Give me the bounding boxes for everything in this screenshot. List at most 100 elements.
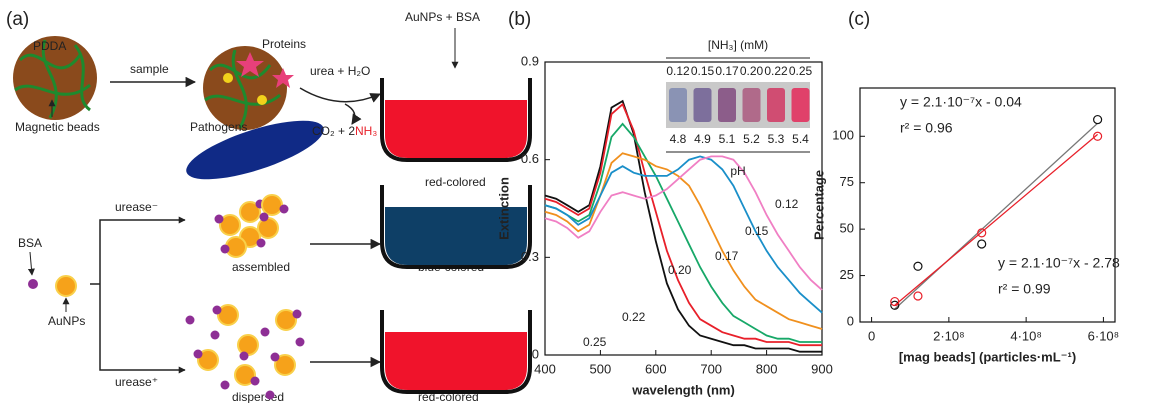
vial xyxy=(791,88,810,122)
concentration-label: 0.25 xyxy=(789,64,813,78)
spectrum-line xyxy=(544,99,822,353)
fit-equation: y = 2.1·10⁻⁷x - 2.78 xyxy=(998,255,1120,271)
x-tick-label: 6·10⁸ xyxy=(1088,328,1120,343)
y-axis-label: Extinction xyxy=(496,177,511,240)
label: BSA xyxy=(18,236,42,250)
bsa xyxy=(260,327,270,337)
gold-nanoparticle xyxy=(274,354,296,376)
x-tick-label: 500 xyxy=(590,361,612,376)
bsa xyxy=(220,244,230,254)
label: CO₂ + 2NH₃ xyxy=(312,124,377,138)
data-point xyxy=(890,296,900,307)
panel-label: (c) xyxy=(848,9,870,30)
bsa xyxy=(239,351,249,361)
arrow xyxy=(299,87,381,103)
fit-equation: r² = 0.99 xyxy=(998,281,1051,297)
beaker-liquid xyxy=(385,100,527,158)
fit-equation: y = 2.1·10⁻⁷x - 0.04 xyxy=(900,94,1022,110)
gold-nanoparticle xyxy=(237,334,259,356)
gold-nanoparticle xyxy=(217,304,239,326)
ph-label: 5.3 xyxy=(768,132,785,146)
gold-nanoparticle xyxy=(197,349,219,371)
label: CO₂ + 2 xyxy=(312,124,355,138)
protein xyxy=(236,52,264,77)
bsa xyxy=(270,352,280,362)
beaker-liquid xyxy=(385,332,527,390)
bsa xyxy=(210,330,220,340)
y-tick-label: 0.3 xyxy=(521,249,539,264)
label: urease⁻ xyxy=(115,200,158,214)
ph-label: 5.1 xyxy=(719,132,736,146)
vial xyxy=(718,88,736,122)
data-point xyxy=(1093,114,1103,125)
y-tick-label: 75 xyxy=(840,174,854,189)
label: AuNPs xyxy=(48,314,85,328)
label: dispersed xyxy=(232,390,284,403)
x-tick-label: 600 xyxy=(645,361,667,376)
series-label: 0.25 xyxy=(583,335,607,349)
label: urease⁺ xyxy=(115,375,158,389)
bsa xyxy=(292,309,302,319)
spectrum-line xyxy=(544,155,823,314)
label: Magnetic beads xyxy=(15,120,100,134)
bsa xyxy=(256,238,266,248)
concentration-label: 0.17 xyxy=(715,64,739,78)
y-tick-label: 0.9 xyxy=(521,53,539,68)
y-tick-label: 100 xyxy=(832,128,854,143)
pdda-strands xyxy=(14,39,92,119)
protein xyxy=(223,73,233,83)
vial xyxy=(767,88,785,122)
bsa xyxy=(265,390,275,400)
bsa xyxy=(28,279,38,289)
x-tick-label: 900 xyxy=(811,361,833,376)
y-tick-label: 0.6 xyxy=(521,151,539,166)
gold-nanoparticle xyxy=(234,364,256,386)
ph-label: 4.8 xyxy=(670,132,687,146)
vial xyxy=(742,88,761,122)
series-label: 0.15 xyxy=(745,224,769,238)
x-tick-label: 0 xyxy=(868,328,875,343)
x-tick-label: 2·10⁸ xyxy=(933,328,965,343)
plot-frame xyxy=(544,61,823,356)
label: assembled xyxy=(232,260,290,274)
y-tick-label: 0 xyxy=(847,313,854,328)
x-tick-label: 700 xyxy=(700,361,722,376)
gold-nanoparticle xyxy=(257,217,279,239)
bsa xyxy=(250,376,260,386)
label: AuNPs + BSA xyxy=(405,10,480,24)
label: PDDA xyxy=(33,39,66,53)
data-point xyxy=(977,228,987,238)
bsa xyxy=(279,204,289,214)
arrow xyxy=(344,103,362,125)
x-axis-label: [mag beads] (particles·mL⁻¹) xyxy=(899,349,1076,364)
data-point xyxy=(977,239,987,249)
arrow xyxy=(27,251,35,276)
concentration-label: 0.22 xyxy=(764,64,788,78)
gold-nanoparticle xyxy=(261,194,283,216)
concentration-label: 0.12 xyxy=(666,64,690,78)
spectrum-line xyxy=(544,155,823,291)
series-label: 0.17 xyxy=(715,249,739,263)
x-tick-label: 800 xyxy=(756,361,778,376)
panel-label: (a) xyxy=(6,9,29,30)
gold-nanoparticle xyxy=(219,214,241,236)
gold-nanoparticle xyxy=(275,309,297,331)
bsa xyxy=(295,337,305,347)
beaker-liquid xyxy=(385,207,527,265)
ph-label: 4.9 xyxy=(694,132,711,146)
spectrum-line xyxy=(544,122,822,343)
inset-photo xyxy=(666,82,810,128)
plot-frame xyxy=(859,87,1116,323)
label: Proteins xyxy=(262,37,306,51)
label: Pathogens xyxy=(190,120,247,134)
ph-title: pH xyxy=(730,164,745,178)
gold-nanoparticle xyxy=(55,275,77,297)
gold-nanoparticle xyxy=(239,201,261,223)
protein xyxy=(272,68,294,88)
series-label: 0.20 xyxy=(668,263,692,277)
bsa xyxy=(214,214,224,224)
data-point xyxy=(913,291,923,301)
x-tick-label: 400 xyxy=(534,361,556,376)
y-tick-label: 25 xyxy=(840,267,854,282)
pdda-strands xyxy=(204,49,281,129)
